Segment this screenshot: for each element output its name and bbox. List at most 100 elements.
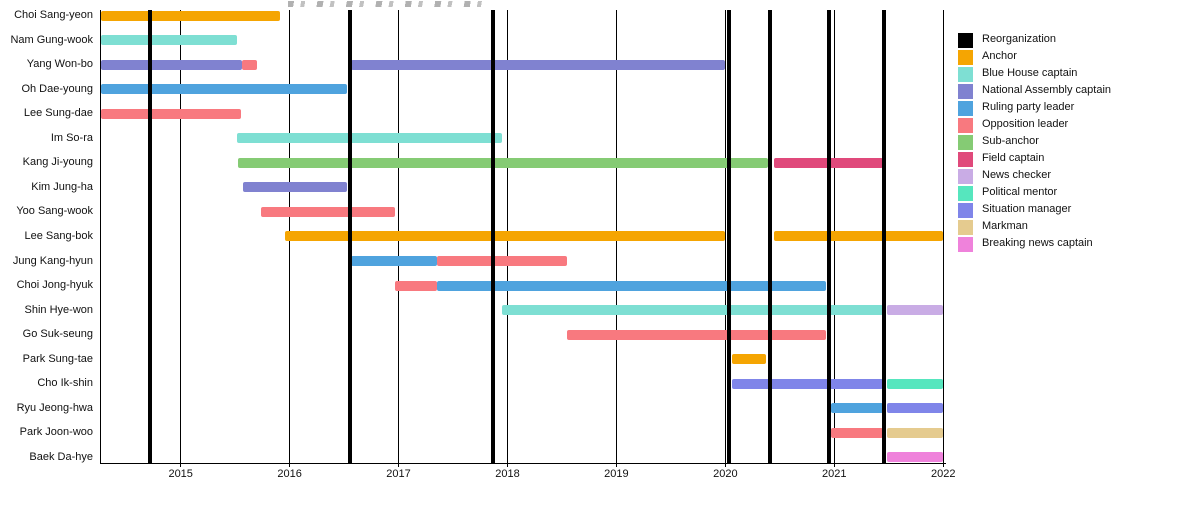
legend-label: Reorganization [982, 33, 1056, 45]
legend-label: Sub-anchor [982, 135, 1039, 147]
timeline-bar-situation-manager [731, 378, 884, 389]
timeline-bar-ruling-party-leader [436, 280, 826, 291]
timeline-bar-political-mentor [886, 378, 944, 389]
row-label: Cho Ik-shin [37, 377, 93, 390]
timeline-bar-situation-manager [886, 403, 944, 414]
timeline-bar-opposition-leader [261, 206, 396, 217]
row-label: Park Sung-tae [22, 352, 93, 365]
reorganization-line [768, 10, 772, 463]
timeline-bar-breaking-news-captain [886, 452, 944, 463]
legend-swatch [958, 33, 973, 48]
x-axis-tick [398, 463, 400, 467]
legend-swatch [958, 50, 973, 65]
year-tick-label: 2019 [604, 468, 629, 480]
row-label: Lee Sung-dae [23, 107, 93, 120]
timeline-bar-sub-anchor [238, 157, 768, 168]
x-axis-tick [942, 463, 944, 467]
legend-swatch [958, 67, 973, 82]
timeline-bar-opposition-leader [831, 427, 884, 438]
legend-label: Field captain [982, 152, 1045, 164]
timeline-bar-anchor [731, 354, 766, 365]
x-axis-tick [289, 463, 291, 467]
timeline-bar-opposition-leader [567, 329, 826, 340]
legend-label: Blue House captain [982, 67, 1078, 79]
x-axis [99, 462, 946, 464]
legend-swatch [958, 135, 973, 150]
timeline-bar-anchor [774, 231, 944, 242]
y-axis [99, 10, 101, 463]
legend-label: Markman [982, 220, 1028, 232]
legend-swatch [958, 118, 973, 133]
row-label: Yang Won-bo [26, 58, 93, 71]
reorganization-line [148, 10, 153, 463]
legend-swatch [958, 237, 973, 252]
timeline-bar-national-assembly-captain [350, 59, 726, 70]
row-label: Nam Gung-wook [10, 33, 93, 46]
row-label: Choi Jong-hyuk [16, 279, 93, 292]
year-tick-label: 2020 [713, 468, 738, 480]
legend-label: Situation manager [982, 203, 1072, 215]
reorganization-line [347, 10, 352, 463]
reorganization-line [726, 10, 731, 463]
row-label: Kang Ji-young [22, 156, 93, 169]
legend-label: News checker [982, 169, 1052, 181]
row-label: Shin Hye-won [24, 303, 93, 316]
timeline-bar-opposition-leader [436, 256, 568, 266]
row-label: Jung Kang-hyun [12, 254, 93, 267]
row-label: Oh Dae-young [21, 82, 93, 95]
year-gridline [180, 10, 182, 463]
year-gridline [942, 10, 944, 463]
row-label: Go Suk-seung [22, 328, 93, 341]
timeline-bar-anchor [101, 10, 280, 21]
timeline-bar-national-assembly-captain [101, 59, 242, 70]
legend-swatch [958, 152, 973, 167]
timeline-bar-opposition-leader [395, 280, 437, 291]
row-label: Lee Sang-bok [24, 229, 94, 242]
x-axis-tick [506, 463, 508, 467]
legend-swatch [958, 220, 973, 235]
x-axis-tick [180, 463, 182, 467]
timeline-bar-blue-house-captain [237, 133, 503, 144]
legend-label: National Assembly captain [982, 84, 1112, 96]
timeline-bar-blue-house-captain [502, 305, 884, 316]
legend-swatch [958, 101, 973, 116]
legend-label: Breaking news captain [982, 237, 1093, 249]
legend-label: Opposition leader [982, 118, 1069, 130]
year-tick-label: 2018 [495, 468, 520, 480]
timeline-bar-opposition-leader [101, 108, 241, 119]
timeline-bar-ruling-party-leader [831, 403, 884, 414]
timeline-bar-blue-house-captain [101, 35, 238, 46]
legend-label: Anchor [982, 50, 1017, 62]
row-label: Park Joon-woo [19, 426, 93, 439]
timeline-bar-ruling-party-leader [101, 84, 348, 95]
legend-label: Political mentor [982, 186, 1058, 198]
legend-label: Ruling party leader [982, 101, 1075, 113]
x-axis-tick [833, 463, 835, 467]
year-tick-label: 2022 [930, 468, 956, 480]
timeline-bar-anchor [285, 231, 726, 242]
legend-swatch [958, 169, 973, 184]
timeline-bar-national-assembly-captain [242, 182, 348, 193]
legend-swatch [958, 203, 973, 218]
year-tick-label: 2015 [168, 468, 193, 480]
x-axis-tick [724, 463, 726, 467]
row-label: Im So-ra [50, 131, 93, 144]
year-gridline [724, 10, 726, 463]
legend-swatch [958, 84, 973, 99]
year-tick-label: 2017 [386, 468, 411, 480]
legend-swatch [958, 186, 973, 201]
row-label: Yoo Sang-wook [16, 205, 93, 218]
timeline-bar-news-checker [886, 305, 944, 316]
year-tick-label: 2016 [277, 468, 302, 480]
row-label: Choi Sang-yeon [14, 9, 93, 22]
timeline-bar-markman [886, 427, 944, 438]
row-label: Baek Da-hye [29, 450, 93, 463]
timeline-bar-opposition-leader [241, 59, 257, 70]
reorganization-line [491, 10, 496, 463]
row-label: Kim Jung-ha [31, 180, 93, 193]
reorganization-line [826, 10, 831, 463]
x-axis-tick [615, 463, 617, 467]
year-tick-label: 2021 [822, 468, 847, 480]
reorganization-line [882, 10, 887, 463]
